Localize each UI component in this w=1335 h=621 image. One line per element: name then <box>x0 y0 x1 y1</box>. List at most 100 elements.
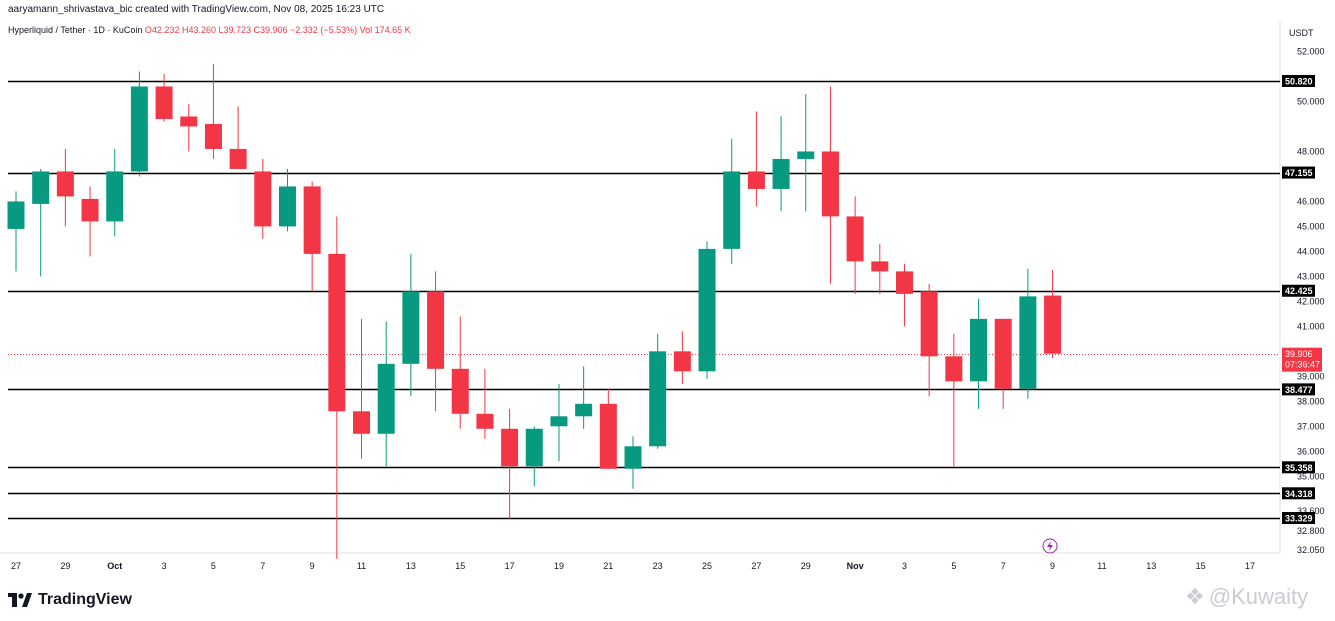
watermark: ❖ @Kuwaity <box>1185 584 1308 610</box>
candle-body <box>550 416 568 427</box>
level-price-label-bg <box>1282 166 1315 179</box>
y-tick-label: 44.000 <box>1297 246 1325 256</box>
candle-body <box>772 158 790 189</box>
x-tick-label: 29 <box>801 561 811 571</box>
chart-credit: aaryamann_shrivastava_bic created with T… <box>8 4 385 15</box>
x-tick-label: 7 <box>1001 561 1006 571</box>
level-price-label: 50.820 <box>1285 77 1313 87</box>
level-price-label: 47.155 <box>1285 168 1313 178</box>
x-tick-label: 7 <box>260 561 265 571</box>
x-tick-label: 13 <box>1146 561 1156 571</box>
level-price-label-bg <box>1282 75 1315 87</box>
candle-body <box>970 318 988 382</box>
candle-body <box>278 186 296 227</box>
tradingview-logo-icon <box>8 593 32 607</box>
x-tick-label: 3 <box>902 561 907 571</box>
candle-body <box>81 198 99 222</box>
x-tick-label: 27 <box>11 561 21 571</box>
candle-body <box>254 171 272 227</box>
level-price-label: 38.477 <box>1285 385 1313 395</box>
y-tick-label: 52.000 <box>1297 47 1325 57</box>
y-tick-label: 33.600 <box>1297 506 1325 516</box>
level-price-label: 33.329 <box>1285 514 1313 524</box>
candle-body <box>673 351 691 372</box>
x-tick-label: Nov <box>847 561 864 571</box>
y-tick-label: 38.000 <box>1297 396 1325 406</box>
x-tick-label: Oct <box>107 561 122 571</box>
y-tick-label: 50.000 <box>1297 96 1325 106</box>
ohlc-values: O42.232 H43.260 L39.723 C39.906 −2.332 (… <box>144 25 358 35</box>
y-tick-label: 32.800 <box>1297 526 1325 536</box>
x-tick-label: 17 <box>1245 561 1255 571</box>
symbol-info: Hyperliquid / Tether · 1D · KuCoin O42.2… <box>8 25 411 35</box>
level-price-label-bg <box>1282 487 1315 500</box>
y-tick-label: 35.000 <box>1297 471 1325 481</box>
level-price-label-bg <box>1282 383 1315 396</box>
candle-body <box>155 86 173 119</box>
x-tick-label: 17 <box>505 561 515 571</box>
candle-body <box>32 171 50 204</box>
x-tick-label: 9 <box>1050 561 1055 571</box>
candle-body <box>945 356 963 382</box>
y-tick-label: 45.000 <box>1297 221 1325 231</box>
level-price-label: 42.425 <box>1285 286 1313 296</box>
candle-body <box>353 411 371 434</box>
volume-value: Vol 174.65 K <box>359 25 411 35</box>
current-price-label: 39.906 <box>1285 349 1313 359</box>
lightning-icon-glyph <box>1047 541 1053 551</box>
x-tick-label: 11 <box>357 561 366 571</box>
candle-body <box>1044 295 1062 354</box>
candle-body <box>747 171 765 189</box>
candle-body <box>575 403 593 417</box>
candle-body <box>427 291 445 369</box>
level-price-label-bg <box>1282 284 1315 297</box>
candle-body <box>871 261 889 272</box>
candle-body <box>846 216 864 262</box>
x-tick-label: 21 <box>603 561 613 571</box>
candle-body <box>698 248 716 372</box>
x-tick-label: 5 <box>951 561 956 571</box>
candle-body <box>130 86 148 172</box>
candle-body <box>402 291 420 364</box>
candle-body <box>895 271 913 294</box>
candle-body <box>204 123 222 149</box>
candle-body <box>328 253 346 412</box>
level-price-label: 35.358 <box>1285 463 1313 473</box>
candle-body <box>624 446 642 469</box>
x-tick-label: 27 <box>751 561 761 571</box>
watermark-icon: ❖ <box>1185 584 1205 609</box>
candle-body <box>451 368 469 414</box>
x-tick-label: 5 <box>211 561 216 571</box>
candle-body <box>649 351 667 447</box>
y-tick-label: 41.000 <box>1297 321 1325 331</box>
level-price-label-bg <box>1282 512 1315 524</box>
x-tick-label: 25 <box>702 561 712 571</box>
symbol-name: Hyperliquid / Tether · 1D · KuCoin <box>8 25 143 35</box>
logo-text: TradingView <box>38 591 132 608</box>
candle-body <box>920 291 938 357</box>
candle-body <box>377 363 395 434</box>
candle-body <box>229 148 247 169</box>
y-tick-label: 42.000 <box>1297 296 1325 306</box>
current-price-label-bg <box>1282 347 1322 372</box>
candle-body <box>797 151 815 159</box>
candlestick-chart[interactable]: 52.000 50.000 48.000 46.000 45.000 44.000 43.0… <box>0 0 1335 580</box>
level-price-label-bg <box>1282 461 1315 474</box>
x-tick-label: 15 <box>1196 561 1206 571</box>
level-price-label: 34.318 <box>1285 489 1313 499</box>
x-tick-label: 13 <box>406 561 416 571</box>
candle-body <box>106 171 124 222</box>
candle-body <box>1019 296 1037 389</box>
y-tick-label: 48.000 <box>1297 146 1325 156</box>
countdown-label: 07:36:47 <box>1285 360 1320 370</box>
candle-body <box>7 201 25 229</box>
tradingview-logo[interactable]: TradingView <box>8 590 132 610</box>
candle-body <box>821 151 839 217</box>
x-tick-label: 9 <box>310 561 315 571</box>
candle-body <box>525 428 543 467</box>
x-tick-label: 19 <box>554 561 564 571</box>
y-tick-label: 46.000 <box>1297 196 1325 206</box>
watermark-text: @Kuwaity <box>1208 584 1309 609</box>
candle-body <box>56 171 74 197</box>
candle-body <box>476 413 494 429</box>
